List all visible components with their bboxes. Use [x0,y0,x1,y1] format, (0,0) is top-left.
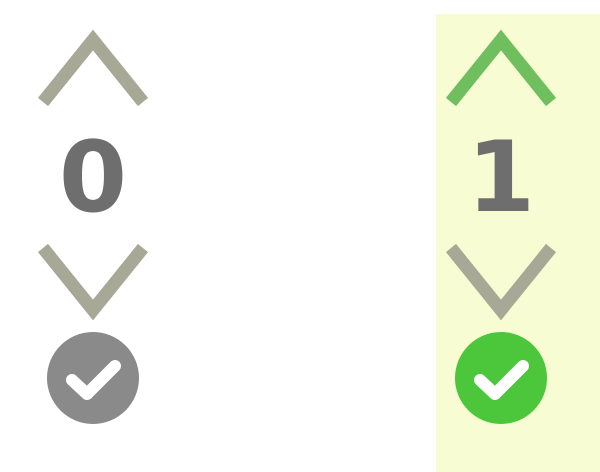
upvote-button[interactable] [441,28,561,118]
chevron-down-icon [37,243,149,321]
upvote-button[interactable] [33,28,153,118]
vote-count: 0 [58,121,128,235]
accept-answer-button[interactable] [453,330,549,426]
downvote-button[interactable] [441,236,561,326]
chevron-up-icon [445,29,557,107]
vote-count: 1 [466,121,536,235]
chevron-up-icon [37,29,149,107]
downvote-button[interactable] [33,236,153,326]
checkmark-icon [455,332,547,424]
vote-control-accepted: 1 [441,0,561,472]
vote-control: 0 [33,0,153,472]
chevron-down-icon [445,243,557,321]
accept-answer-button[interactable] [45,330,141,426]
checkmark-icon [47,332,139,424]
